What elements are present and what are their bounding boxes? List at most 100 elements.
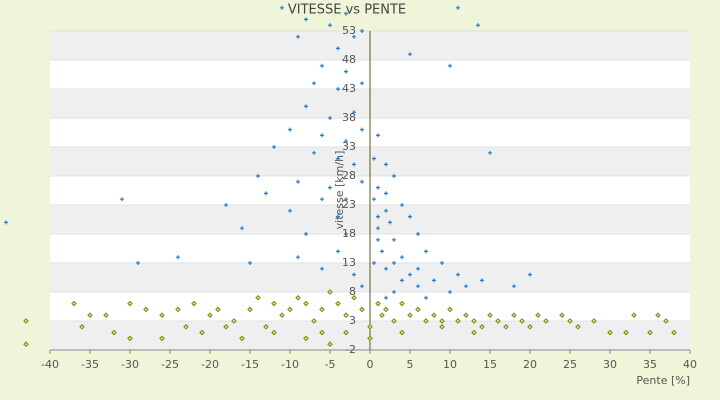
point	[335, 300, 341, 307]
point	[336, 214, 340, 219]
point	[392, 290, 396, 294]
point	[127, 335, 133, 342]
point	[288, 127, 292, 132]
point	[607, 329, 613, 336]
point	[224, 203, 228, 207]
x-tick-label: -20	[201, 358, 219, 371]
point	[263, 323, 269, 330]
point	[159, 335, 165, 342]
x-tick-label: 5	[407, 358, 414, 371]
point	[372, 156, 376, 161]
point	[344, 69, 348, 74]
point	[328, 185, 332, 190]
point	[384, 295, 388, 300]
point	[400, 255, 404, 260]
point	[423, 318, 429, 324]
point	[120, 197, 124, 202]
point	[424, 295, 428, 300]
y-tick-label: 3	[349, 314, 356, 327]
point	[376, 237, 380, 242]
x-tick-label: -15	[241, 358, 259, 371]
point	[392, 237, 396, 242]
point	[256, 174, 260, 178]
point	[360, 179, 364, 184]
x-tick-label: -30	[121, 358, 139, 371]
point	[296, 34, 300, 39]
point	[431, 312, 437, 319]
point	[543, 318, 549, 324]
point	[511, 312, 517, 319]
point	[384, 208, 388, 213]
point	[344, 11, 348, 16]
x-tick-label: 40	[683, 358, 697, 371]
y-tick-label: 13	[342, 256, 356, 269]
point	[367, 335, 373, 342]
point	[439, 318, 445, 324]
point	[567, 318, 573, 324]
point	[519, 318, 525, 324]
point	[312, 81, 316, 86]
chart-title: VITESSE vs PENTE	[288, 3, 406, 18]
point	[671, 329, 677, 336]
point	[288, 208, 292, 213]
point	[388, 220, 392, 225]
point	[471, 318, 477, 324]
y-tick-label: 48	[342, 53, 356, 66]
x-tick-label: 20	[523, 358, 537, 371]
point	[527, 323, 533, 330]
y-tick-label: 18	[342, 227, 356, 240]
point	[384, 266, 388, 271]
point	[327, 341, 333, 348]
point	[663, 318, 669, 324]
point	[360, 29, 364, 33]
point	[336, 156, 340, 161]
point	[247, 306, 253, 313]
point	[344, 139, 348, 144]
point	[528, 272, 532, 277]
point	[79, 323, 85, 330]
point	[399, 300, 405, 307]
point	[476, 23, 480, 28]
point	[296, 179, 300, 184]
point	[176, 255, 180, 260]
point	[271, 329, 277, 336]
point	[464, 284, 468, 289]
point	[23, 318, 29, 324]
point	[535, 312, 541, 319]
point	[407, 312, 413, 319]
point	[343, 312, 349, 319]
x-tick-label: 10	[443, 358, 457, 371]
point	[327, 289, 333, 295]
point	[352, 110, 356, 115]
x-tick-label: -35	[81, 358, 99, 371]
point	[376, 214, 380, 219]
point	[392, 174, 396, 178]
point	[440, 261, 444, 265]
point	[471, 329, 477, 336]
point	[255, 294, 261, 301]
point	[391, 318, 397, 324]
point	[631, 312, 637, 319]
y-tick-label: 28	[342, 169, 356, 182]
point	[296, 255, 300, 260]
point	[439, 323, 445, 330]
point	[328, 23, 332, 28]
point	[463, 312, 469, 319]
point	[336, 46, 340, 51]
point	[279, 312, 285, 319]
point	[399, 329, 405, 336]
point	[183, 323, 189, 330]
point	[591, 318, 597, 324]
x-tick-label: -10	[281, 358, 299, 371]
point	[344, 197, 348, 202]
point	[336, 249, 340, 254]
point	[383, 306, 389, 313]
point	[408, 214, 412, 219]
point	[384, 162, 388, 167]
point	[320, 63, 324, 68]
y-axis-label: vitesse [km/h]	[333, 151, 346, 230]
point	[416, 266, 420, 271]
point	[4, 220, 8, 225]
point	[424, 249, 428, 254]
y-tick-label: 53	[342, 24, 356, 37]
